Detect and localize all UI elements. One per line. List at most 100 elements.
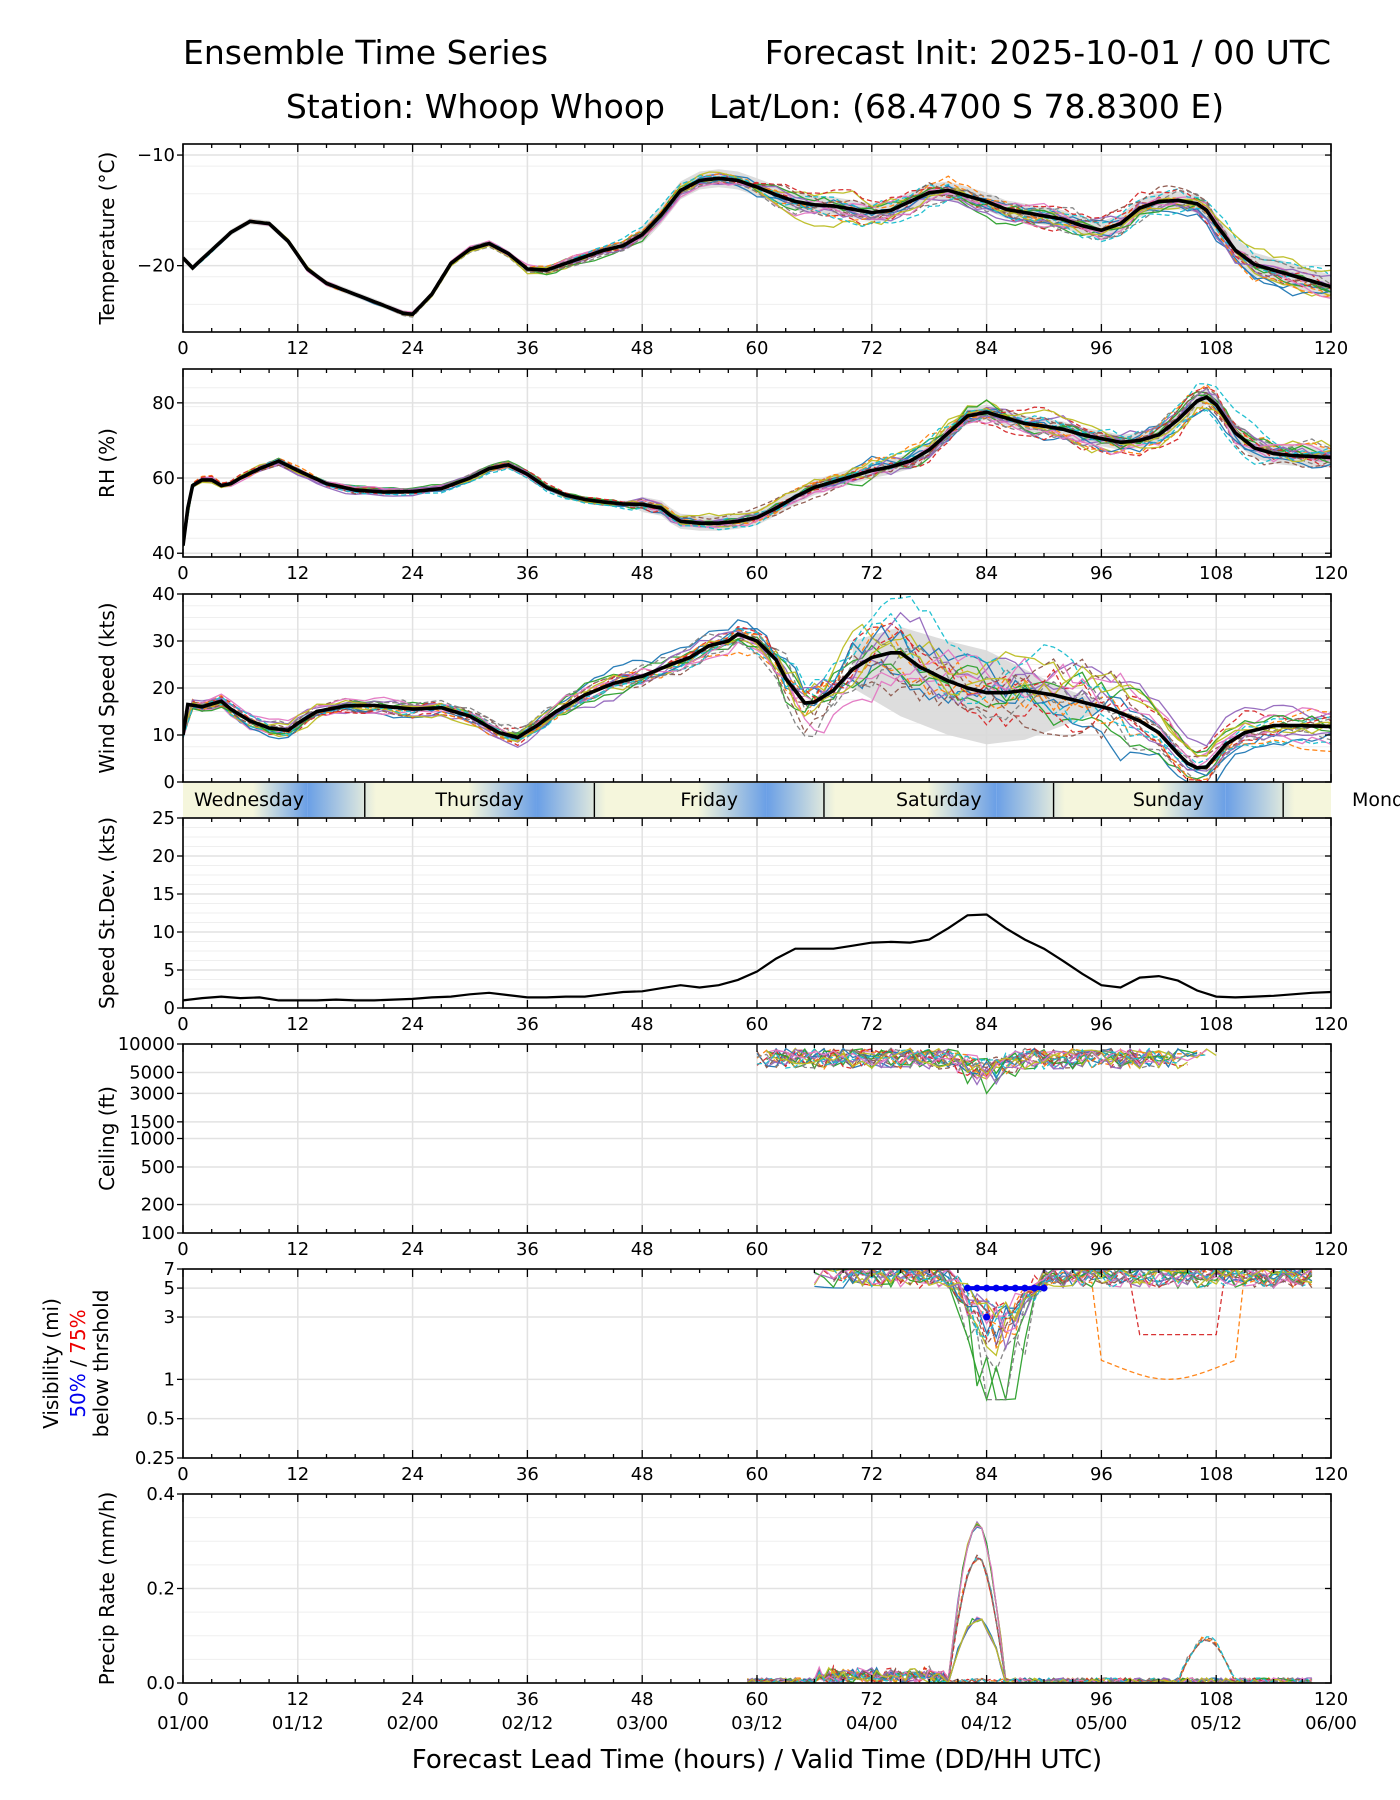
speed_stdev-xtick-label: 0 [177, 1014, 188, 1035]
precip_rate-xtick-label: 36 [516, 1689, 539, 1710]
ceiling-xtick-label: 36 [516, 1239, 539, 1260]
relative_humidity-member-line [183, 383, 1331, 545]
speed_stdev-xtick-label: 48 [631, 1014, 654, 1035]
speed_stdev-ylabel: Speed St.Dev. (kts) [95, 817, 119, 1009]
speed_stdev-ytick-label: 0 [164, 998, 175, 1019]
visibility-xtick-label: 120 [1314, 1464, 1348, 1485]
valid-time-label: 02/00 [387, 1713, 439, 1734]
ceiling-xtick-label: 96 [1090, 1239, 1113, 1260]
day-label-thursday: Thursday [434, 789, 523, 811]
temperature-xtick-label: 96 [1090, 338, 1113, 359]
ceiling-ytick-label: 1000 [129, 1129, 175, 1150]
visibility-threshold-marker [983, 1284, 991, 1292]
visibility-xtick-label: 96 [1090, 1464, 1113, 1485]
wind_speed-member-line [183, 595, 1331, 771]
relative_humidity-xtick-label: 60 [746, 563, 769, 584]
speed_stdev-xtick-label: 72 [860, 1014, 883, 1035]
visibility-ytick-label: 1 [164, 1369, 175, 1390]
ceiling-member-line [756, 1047, 1178, 1071]
panel-visibility: Visibility (mi) 50% / 75% below thrshold 0 1… [39, 1259, 1348, 1485]
precip_rate-xtick-label: 48 [631, 1689, 654, 1710]
wind_speed-ytick-label: 30 [152, 631, 175, 652]
valid-time-label: 05/00 [1075, 1713, 1127, 1734]
legend-p50: 50% [66, 1373, 90, 1417]
visibility-ytick-label: 7 [164, 1259, 175, 1280]
panels: 0 12 24 36 48 60 72 84 96 108 120−20−10Temperature… [39, 143, 1357, 1734]
ceiling-member-line [756, 1047, 1140, 1074]
ceiling-member-line [756, 1047, 1179, 1078]
relative_humidity-xtick-label: 108 [1199, 563, 1233, 584]
relative_humidity-xtick-label: 120 [1314, 563, 1348, 584]
valid-time-label: 02/12 [501, 1713, 553, 1734]
visibility-xtick-label: 72 [860, 1464, 883, 1485]
precip_rate-xtick-label: 72 [860, 1689, 883, 1710]
visibility-members [813, 1269, 1313, 1402]
relative_humidity-xtick-label: 96 [1090, 563, 1113, 584]
relative_humidity-xtick-label: 36 [516, 563, 539, 584]
wind_speed-ytick-label: 0 [164, 772, 175, 793]
ceiling-ytick-label: 10000 [118, 1034, 175, 1055]
latlon-title: Lat/Lon: (68.4700 S 78.8300 E) [709, 87, 1224, 126]
day-label-wednesday: Wednesday [194, 789, 304, 811]
visibility-xtick-label: 48 [631, 1464, 654, 1485]
visibility-threshold-marker [1030, 1284, 1038, 1292]
day-segment [536, 783, 767, 817]
precip_rate-member-line [747, 1618, 1312, 1683]
visibility-threshold-marker [983, 1313, 991, 1321]
valid-time-label: 01/00 [157, 1713, 209, 1734]
ceiling-xtick-label: 48 [631, 1239, 654, 1260]
temperature-ytick-label: −10 [137, 145, 175, 166]
speed_stdev-xtick-label: 108 [1199, 1014, 1233, 1035]
valid-time-label: 03/00 [616, 1713, 668, 1734]
ceiling-xtick-label: 0 [177, 1239, 188, 1260]
speed_stdev-xtick-label: 24 [401, 1014, 424, 1035]
temperature-mean-line [183, 176, 1331, 317]
wind_speed-ytick-label: 20 [152, 678, 175, 699]
precip_rate-ylabel: Precip Rate (mm/h) [95, 1492, 119, 1686]
speed_stdev-xtick-label: 84 [975, 1014, 998, 1035]
visibility-ylabel-line1: Visibility (mi) [39, 1298, 63, 1429]
speed_stdev-ytick-label: 15 [152, 884, 175, 905]
precip_rate-member-line [747, 1520, 1313, 1683]
day-segment [766, 783, 997, 817]
panel-speed_stdev: 0 12 24 36 48 60 72 84 96 108 120 0 5 10 15 20 25 Speed S… [95, 808, 1348, 1035]
panel-precip_rate: 0 12 24 36 48 60 72 84 96 108 120 0.0 0.2 0.4 Precip R… [95, 1484, 1357, 1734]
valid-time-label: 06/00 [1305, 1713, 1357, 1734]
ceiling-xtick-label: 72 [860, 1239, 883, 1260]
temperature-xtick-label: 36 [516, 338, 539, 359]
precip_rate-ytick-label: 0.4 [146, 1484, 175, 1505]
visibility-threshold-marker [963, 1284, 971, 1292]
relative_humidity-xtick-label: 12 [286, 563, 309, 584]
visibility-threshold-marker [973, 1284, 981, 1292]
speed_stdev-xtick-label: 12 [286, 1014, 309, 1035]
day-label-sunday: Sunday [1133, 789, 1204, 811]
speed_stdev-xtick-label: 96 [1090, 1014, 1113, 1035]
visibility-ytick-label: 5 [164, 1278, 175, 1299]
precip_rate-xtick-label: 60 [746, 1689, 769, 1710]
speed_stdev-ytick-label: 10 [152, 922, 175, 943]
legend-sep: / [66, 1354, 90, 1373]
relative_humidity-ytick-label: 60 [152, 468, 175, 489]
speed_stdev-xtick-label: 60 [746, 1014, 769, 1035]
visibility-xtick-label: 60 [746, 1464, 769, 1485]
day-label-saturday: Saturday [896, 789, 982, 811]
wind_speed-member-line [183, 623, 1331, 757]
temperature-xtick-label: 72 [860, 338, 883, 359]
visibility-threshold-marker [1011, 1284, 1019, 1292]
precip_rate-xtick-label: 0 [177, 1689, 188, 1710]
ceiling-ytick-label: 1500 [129, 1112, 175, 1133]
visibility-threshold-marker [1002, 1284, 1010, 1292]
valid-time-label: 04/12 [961, 1713, 1013, 1734]
temperature-ylabel: Temperature (°C) [95, 152, 119, 326]
wind_speed-mean-line [183, 631, 1331, 770]
valid-time-label: 01/12 [272, 1713, 324, 1734]
ceiling-ytick-label: 200 [141, 1195, 175, 1216]
visibility-member-line [813, 1269, 1313, 1333]
visibility-ytick-label: 0.25 [135, 1448, 175, 1469]
wind_speed-member-line [183, 641, 1331, 759]
panel-temperature: 0 12 24 36 48 60 72 84 96 108 120 −20 −10 Temperature… [95, 143, 1348, 359]
relative_humidity-ytick-label: 80 [152, 393, 175, 414]
visibility-member-line [833, 1269, 1313, 1346]
relative_humidity-xtick-label: 0 [177, 563, 188, 584]
relative_humidity-xtick-label: 24 [401, 563, 424, 584]
